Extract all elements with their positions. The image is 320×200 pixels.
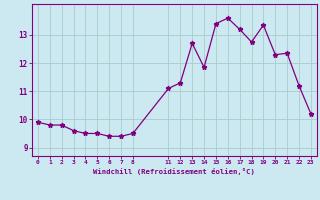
X-axis label: Windchill (Refroidissement éolien,°C): Windchill (Refroidissement éolien,°C) — [93, 168, 255, 175]
